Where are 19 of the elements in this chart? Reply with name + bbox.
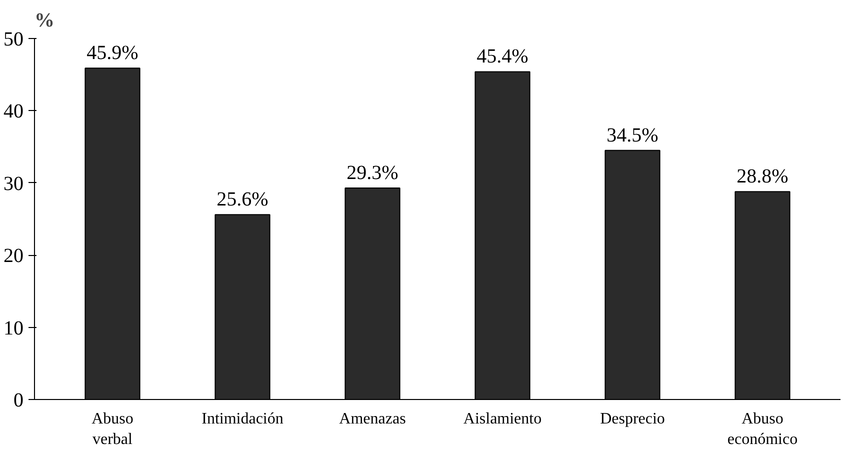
x-tick-label: Abuso verbal bbox=[92, 410, 134, 448]
x-tick-label: Intimidación bbox=[202, 410, 284, 428]
y-tick-label: 50 bbox=[4, 28, 24, 50]
data-label: 45.4% bbox=[476, 46, 528, 68]
x-tick-label: Amenazas bbox=[339, 410, 406, 428]
data-label: 28.8% bbox=[736, 166, 788, 188]
y-tick-label: 30 bbox=[4, 172, 24, 195]
data-label: 34.5% bbox=[606, 124, 658, 146]
x-tick-label: Aislamiento bbox=[463, 410, 542, 428]
y-tick-label: 20 bbox=[4, 245, 24, 268]
data-label: 25.6% bbox=[216, 188, 268, 211]
data-label: 45.9% bbox=[86, 42, 138, 64]
y-tick-label: 10 bbox=[4, 317, 24, 340]
x-tick-label: Desprecio bbox=[600, 410, 665, 428]
y-axis-title: % bbox=[34, 10, 54, 32]
y-tick-label: 40 bbox=[4, 100, 24, 123]
x-tick-label: Abuso económico bbox=[727, 410, 798, 448]
y-tick-label: 0 bbox=[14, 390, 24, 412]
data-label: 29.3% bbox=[346, 162, 398, 184]
